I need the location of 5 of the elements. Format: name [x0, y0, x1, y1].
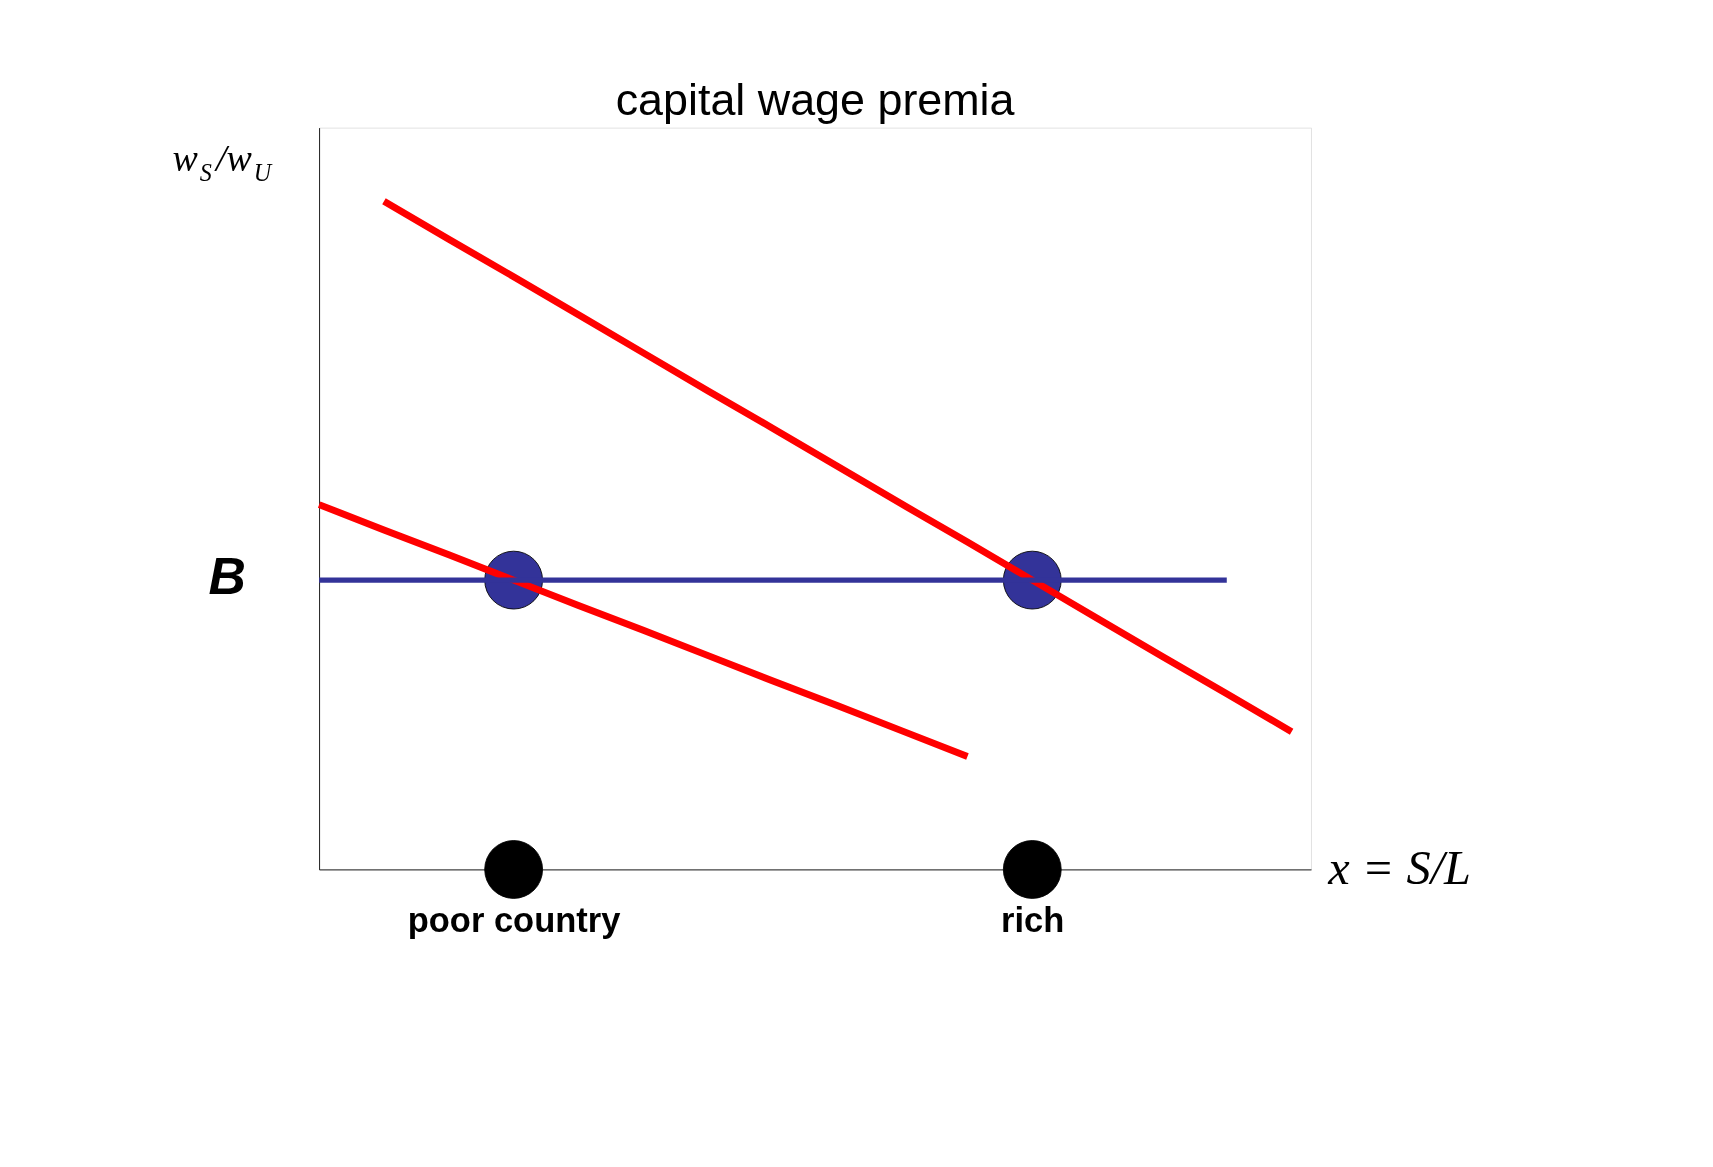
- x-axis-title: x = S/L: [1327, 841, 1471, 895]
- x-tick-label: rich: [1001, 901, 1065, 940]
- text: B: [208, 547, 246, 606]
- x-tick-label: poor country: [407, 901, 621, 940]
- chart-title: capital wage premia: [615, 73, 1015, 125]
